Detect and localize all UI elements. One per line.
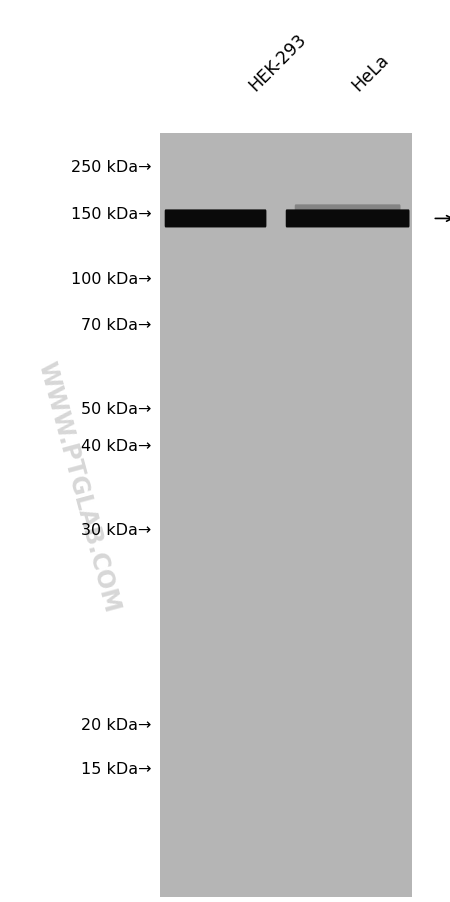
Text: 30 kDa→: 30 kDa→ bbox=[81, 523, 152, 538]
Text: HEK-293: HEK-293 bbox=[245, 31, 310, 95]
Text: 70 kDa→: 70 kDa→ bbox=[81, 318, 152, 332]
FancyBboxPatch shape bbox=[165, 210, 266, 228]
Bar bbox=[160, 133, 412, 897]
Text: 20 kDa→: 20 kDa→ bbox=[81, 717, 152, 732]
Text: 250 kDa→: 250 kDa→ bbox=[71, 160, 152, 174]
Text: 15 kDa→: 15 kDa→ bbox=[81, 761, 152, 776]
Text: 150 kDa→: 150 kDa→ bbox=[71, 207, 152, 221]
Text: 100 kDa→: 100 kDa→ bbox=[71, 272, 152, 287]
FancyBboxPatch shape bbox=[295, 205, 400, 217]
FancyBboxPatch shape bbox=[286, 210, 410, 228]
Text: 50 kDa→: 50 kDa→ bbox=[81, 401, 152, 416]
Text: WWW.PTGLAB.COM: WWW.PTGLAB.COM bbox=[34, 359, 124, 615]
Text: HeLa: HeLa bbox=[349, 51, 393, 95]
Text: 40 kDa→: 40 kDa→ bbox=[81, 439, 152, 454]
Bar bbox=[160, 133, 412, 897]
